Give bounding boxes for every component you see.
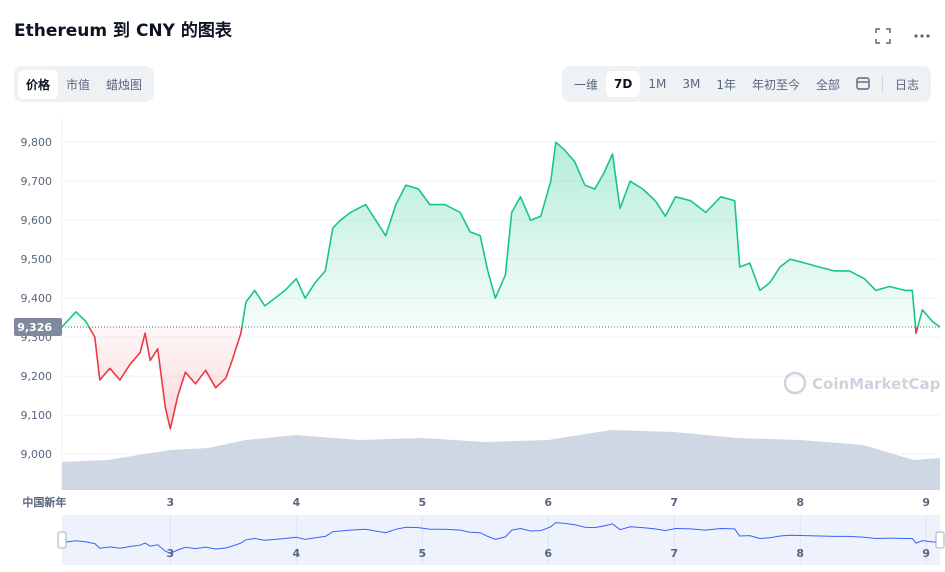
x-tick-label: 8 [796,496,804,509]
reference-label-box [14,318,62,337]
x-tick-label: 7 [670,496,678,509]
y-tick-label: 9,600 [21,214,53,227]
navigator-handle[interactable] [935,531,945,549]
watermark: CoinMarketCap [783,371,941,395]
range-button[interactable]: 7D [606,71,641,97]
watermark-text: CoinMarketCap [812,375,941,393]
navigator-line [61,522,941,554]
x-tick-label: 5 [418,496,426,509]
y-tick-label: 9,700 [21,175,53,188]
tab-button[interactable]: 市值 [66,77,91,92]
more-icon[interactable] [914,34,930,38]
range-button[interactable]: 一维 [574,77,599,92]
navigator-tick-label: 6 [544,547,552,560]
separator [882,75,883,93]
range-button[interactable]: 年初至今 [751,77,800,92]
y-tick-label: 9,500 [21,253,53,266]
fullscreen-icon[interactable] [875,28,891,44]
x-tick-label: 9 [922,496,930,509]
log-button[interactable]: 日志 [895,77,920,92]
navigator-tick-label: 4 [292,547,300,560]
navigator-bg [62,515,940,565]
calendar-icon [856,76,870,90]
navigator-tick-label: 7 [670,547,678,560]
navigator-handle[interactable] [57,531,67,549]
y-tick-label: 9,100 [21,409,53,422]
chart-title: Ethereum 到 CNY 的图表 [14,21,232,41]
reference-label: 9,326 [17,321,52,334]
y-tick-label: 9,000 [21,448,53,461]
range-button[interactable]: 1M [648,77,667,91]
tab-group: 价格 市值 蜡烛图 [14,66,155,102]
y-tick-label: 9,200 [21,370,53,383]
calendar-button[interactable] [848,70,878,99]
tab-button[interactable]: 价格 [18,69,59,99]
range-button[interactable]: 1年 [716,77,736,92]
y-tick-label: 9,800 [21,136,53,149]
x-tick-label: 3 [167,496,175,509]
price-line [61,141,941,430]
x-tick-label: 6 [544,496,552,509]
watermark-logo [783,371,807,395]
x-tick-label: 中国新年 [22,495,66,509]
y-tick-label: 9,400 [21,292,53,305]
range-button[interactable]: 3M [682,77,701,91]
x-tick-label: 4 [292,496,300,509]
tab-button[interactable]: 蜡烛图 [106,77,143,92]
navigator-tick-label: 8 [796,547,804,560]
navigator-tick-label: 5 [418,547,426,560]
volume-area [62,430,940,490]
navigator-tick-label: 9 [922,547,930,560]
range-button[interactable]: 全部 [815,77,840,92]
range-group: 一维 7D 1M 3M 1年 年初至今 全部 日志 [562,66,932,102]
